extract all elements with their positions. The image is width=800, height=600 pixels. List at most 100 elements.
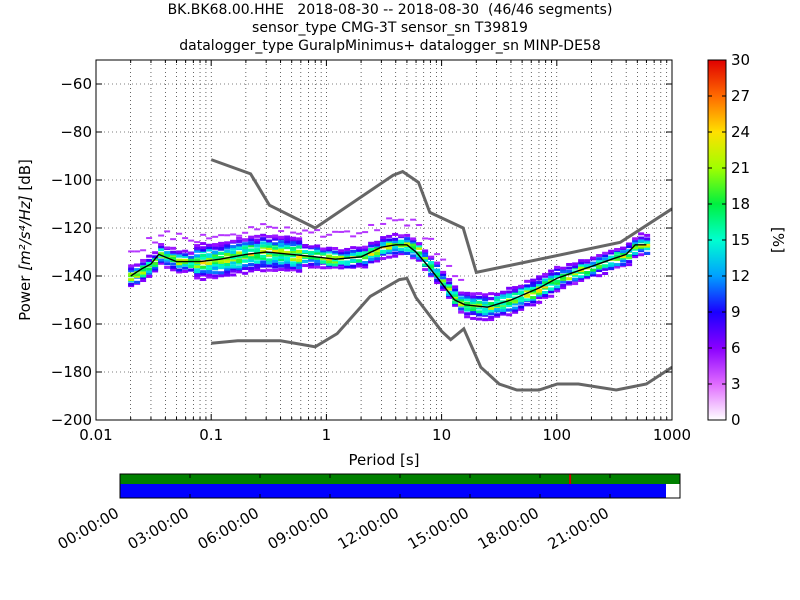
psd-cell: [224, 259, 231, 263]
psd-cell: [416, 242, 423, 246]
psd-cell: [608, 251, 615, 255]
psd-cell: [638, 232, 645, 236]
psd-cell: [566, 266, 573, 270]
psd-cell: [140, 274, 147, 278]
psd-cell: [362, 250, 369, 254]
psd-cell: [140, 249, 147, 252]
psd-cell: [506, 292, 513, 296]
psd-cell: [608, 264, 615, 268]
psd-cell: [284, 258, 291, 262]
psd-cell: [248, 263, 255, 267]
psd-cell: [374, 252, 381, 256]
psd-cell: [200, 246, 207, 250]
psd-cell: [362, 262, 369, 266]
psd-cell: [506, 295, 513, 299]
psd-cell: [332, 246, 339, 250]
psd-cell: [254, 265, 261, 269]
psd-cell: [296, 240, 303, 244]
psd-cell: [212, 243, 219, 247]
psd-cell: [278, 242, 285, 246]
psd-cell: [404, 237, 411, 241]
psd-cell: [548, 290, 555, 294]
psd-cell: [488, 297, 495, 301]
psd-cell: [200, 253, 207, 257]
psd-cell: [272, 262, 279, 266]
psd-cell: [512, 306, 519, 310]
psd-cell: [548, 272, 555, 276]
psd-cell: [626, 254, 633, 258]
psd-cell: [512, 302, 519, 306]
psd-cell: [494, 314, 501, 318]
psd-cell: [386, 239, 393, 243]
psd-cell: [554, 289, 561, 293]
psd-cell: [242, 248, 249, 252]
psd-cell: [320, 247, 327, 251]
psd-cell: [236, 265, 243, 269]
psd-cell: [434, 253, 441, 256]
psd-cell: [296, 245, 303, 249]
psd-cell: [326, 262, 333, 266]
psd-cell: [530, 291, 537, 295]
psd-cell: [272, 258, 279, 262]
psd-cell: [626, 263, 633, 267]
psd-cell: [398, 252, 405, 256]
psd-cell: [236, 245, 243, 249]
psd-cell: [386, 255, 393, 259]
psd-cell: [200, 271, 207, 275]
psd-cell: [260, 237, 267, 241]
psd-cell: [440, 287, 447, 291]
psd-cell: [218, 241, 225, 245]
psd-cell: [182, 266, 189, 270]
psd-cell: [134, 280, 141, 284]
psd-cell: [368, 254, 375, 258]
psd-cell: [416, 224, 423, 227]
psd-cell: [428, 261, 435, 265]
psd-cell: [308, 231, 315, 234]
x-tick-label: 1: [322, 426, 332, 444]
psd-cell: [572, 282, 579, 286]
psd-cell: [230, 256, 237, 260]
psd-cell: [164, 230, 171, 233]
psd-cell: [500, 290, 507, 294]
psd-cell: [512, 288, 519, 292]
psd-cell: [254, 240, 261, 244]
psd-cell: [284, 253, 291, 257]
psd-cell: [530, 297, 537, 301]
psd-cell: [290, 238, 297, 242]
psd-cell: [266, 247, 273, 251]
psd-cell: [374, 240, 381, 244]
psd-cell: [596, 266, 603, 270]
x-tick-label: 0.01: [79, 426, 112, 444]
psd-cell: [236, 239, 243, 243]
psd-cell: [218, 246, 225, 250]
psd-cell: [560, 270, 567, 274]
colorbar-tick-label: 30: [731, 51, 750, 69]
psd-cell: [308, 258, 315, 262]
psd-cell: [554, 279, 561, 283]
colorbar-tick-label: 27: [731, 87, 750, 105]
psd-cell: [452, 303, 459, 307]
psd-cell: [566, 277, 573, 281]
psd-cell: [572, 262, 579, 266]
psd-cell: [206, 237, 213, 240]
psd-cell: [542, 295, 549, 299]
psd-cell: [356, 262, 363, 266]
psd-cell: [512, 308, 519, 312]
psd-cell: [380, 222, 387, 225]
psd-cell: [518, 299, 525, 303]
psd-cell: [242, 238, 249, 242]
psd-cell: [446, 293, 453, 297]
psd-cell: [434, 272, 441, 276]
psd-cell: [386, 217, 393, 220]
psd-cell: [290, 246, 297, 250]
psd-cell: [206, 275, 213, 279]
psd-cell: [308, 245, 315, 249]
x-axis-ticks: 0.01 0.1 1 10 100 1000: [79, 60, 691, 444]
psd-cell: [602, 272, 609, 276]
psd-cell: [188, 255, 195, 259]
psd-cell: [476, 292, 483, 296]
psd-cell: [644, 237, 651, 241]
psd-cell: [566, 281, 573, 285]
psd-cell: [494, 303, 501, 307]
psd-cell: [500, 294, 507, 298]
